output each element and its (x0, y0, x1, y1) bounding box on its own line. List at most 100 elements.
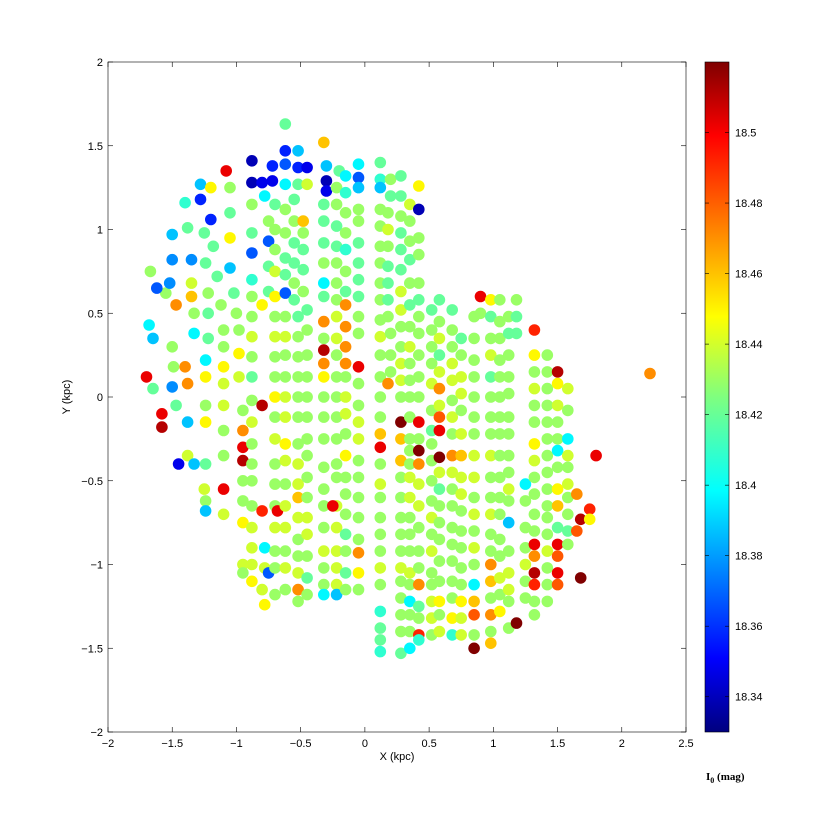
data-point (185, 253, 198, 266)
data-point (395, 625, 407, 638)
data-point (413, 294, 425, 306)
x-tick-label: −1.5 (161, 738, 183, 750)
data-point (395, 528, 407, 541)
data-point (382, 377, 394, 390)
data-point (352, 310, 365, 323)
data-point (199, 458, 212, 470)
colorbar-tick-label: 18.4 (735, 480, 756, 492)
colorbar-tick-label: 18.48 (735, 198, 763, 210)
data-point (185, 290, 198, 303)
data-point (269, 478, 281, 490)
data-point (330, 458, 343, 470)
data-point (330, 433, 343, 445)
data-point (541, 399, 554, 412)
data-point (170, 399, 182, 412)
data-point (352, 158, 365, 170)
data-point (404, 391, 416, 403)
data-point (433, 500, 446, 512)
data-point (541, 483, 554, 495)
data-point (279, 349, 292, 361)
data-point (140, 371, 153, 383)
data-point (404, 528, 416, 541)
data-point (455, 505, 468, 517)
data-point (485, 332, 497, 345)
data-point (382, 207, 394, 219)
data-point (246, 558, 258, 571)
data-point (330, 471, 343, 484)
data-point (269, 290, 281, 303)
data-point (395, 575, 407, 588)
data-point (494, 411, 506, 423)
data-point (468, 578, 480, 591)
data-point (455, 449, 468, 462)
data-point (446, 411, 459, 423)
data-point (279, 145, 292, 157)
data-point (474, 290, 487, 303)
data-point (217, 424, 230, 437)
data-point (446, 555, 459, 567)
data-point (502, 567, 515, 579)
data-point (502, 483, 515, 495)
data-point (433, 533, 446, 546)
data-point (301, 178, 313, 191)
data-point (330, 588, 343, 601)
data-point (433, 516, 446, 529)
data-point (207, 240, 220, 253)
data-point (352, 399, 365, 412)
data-point (551, 377, 564, 390)
data-point (395, 374, 407, 387)
x-axis-ticks: −2 −1.5 −1 −0.5 0 0.5 1 1.5 2 2.5 (102, 62, 694, 750)
data-point (413, 416, 425, 428)
data-point (446, 394, 459, 407)
data-point (279, 158, 292, 170)
data-point (318, 344, 330, 356)
data-point (404, 253, 416, 266)
data-point (494, 605, 506, 618)
data-point (301, 411, 313, 423)
data-point (301, 572, 313, 584)
data-point (384, 327, 397, 340)
data-point (198, 227, 211, 239)
data-point (485, 592, 497, 604)
data-point (494, 550, 506, 562)
data-point (318, 521, 330, 534)
data-point (269, 198, 281, 211)
data-point (404, 567, 416, 579)
colorbar-tick-label: 18.42 (735, 410, 763, 422)
data-point (468, 508, 480, 521)
data-point (413, 391, 425, 403)
data-point (502, 583, 515, 596)
data-point (446, 592, 459, 604)
data-point (382, 240, 394, 253)
data-point (318, 545, 330, 557)
data-point (510, 294, 523, 306)
data-point (404, 595, 416, 608)
data-point (404, 215, 416, 227)
data-point (297, 243, 310, 256)
data-point (519, 575, 532, 588)
data-point (318, 578, 330, 591)
data-point (156, 408, 168, 420)
y-axis-ticks: −2 −1.5 −1 −0.5 0 0.5 1 1.5 2 (81, 57, 686, 739)
y-tick-label: 0.5 (88, 308, 103, 320)
data-point (528, 609, 541, 621)
data-point (279, 227, 292, 239)
data-point (256, 583, 268, 596)
data-point (468, 471, 480, 484)
data-point (339, 170, 352, 182)
data-point (425, 304, 438, 316)
data-point (502, 371, 515, 383)
data-point (352, 416, 365, 428)
data-point (541, 416, 554, 428)
data-point (413, 612, 425, 624)
data-point (292, 533, 304, 546)
data-point (374, 458, 387, 470)
data-point (279, 203, 292, 216)
data-point (562, 525, 574, 537)
data-point (413, 203, 425, 216)
data-point (292, 351, 304, 363)
data-point (528, 525, 541, 537)
data-point (266, 160, 279, 172)
data-point (468, 411, 480, 423)
data-point (318, 198, 330, 211)
